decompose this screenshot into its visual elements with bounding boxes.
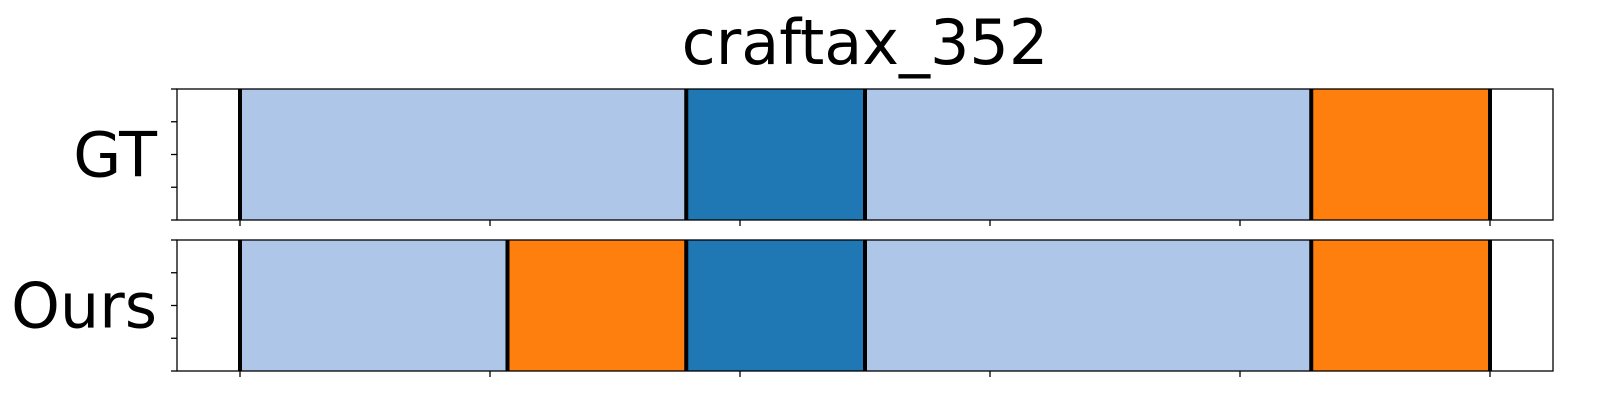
segment-ours-1 (240, 240, 508, 371)
segment-gt-3 (865, 89, 1312, 220)
segment-ours-3 (686, 240, 865, 371)
segment-gt-4 (1311, 89, 1490, 220)
segment-ours-4 (865, 240, 1312, 371)
row-label-ours: Ours (11, 270, 157, 343)
chart-title: craftax_352 (682, 6, 1049, 79)
segment-ours-5 (1311, 240, 1490, 371)
row-ours: Ours (11, 239, 1554, 377)
segment-gt-1 (240, 89, 687, 220)
row-gt: GT (73, 88, 1554, 226)
segment-ours-2 (507, 240, 687, 371)
rows-layer: GT Ours (11, 88, 1554, 377)
row-label-gt: GT (73, 119, 158, 192)
segment-gt-2 (686, 89, 865, 220)
